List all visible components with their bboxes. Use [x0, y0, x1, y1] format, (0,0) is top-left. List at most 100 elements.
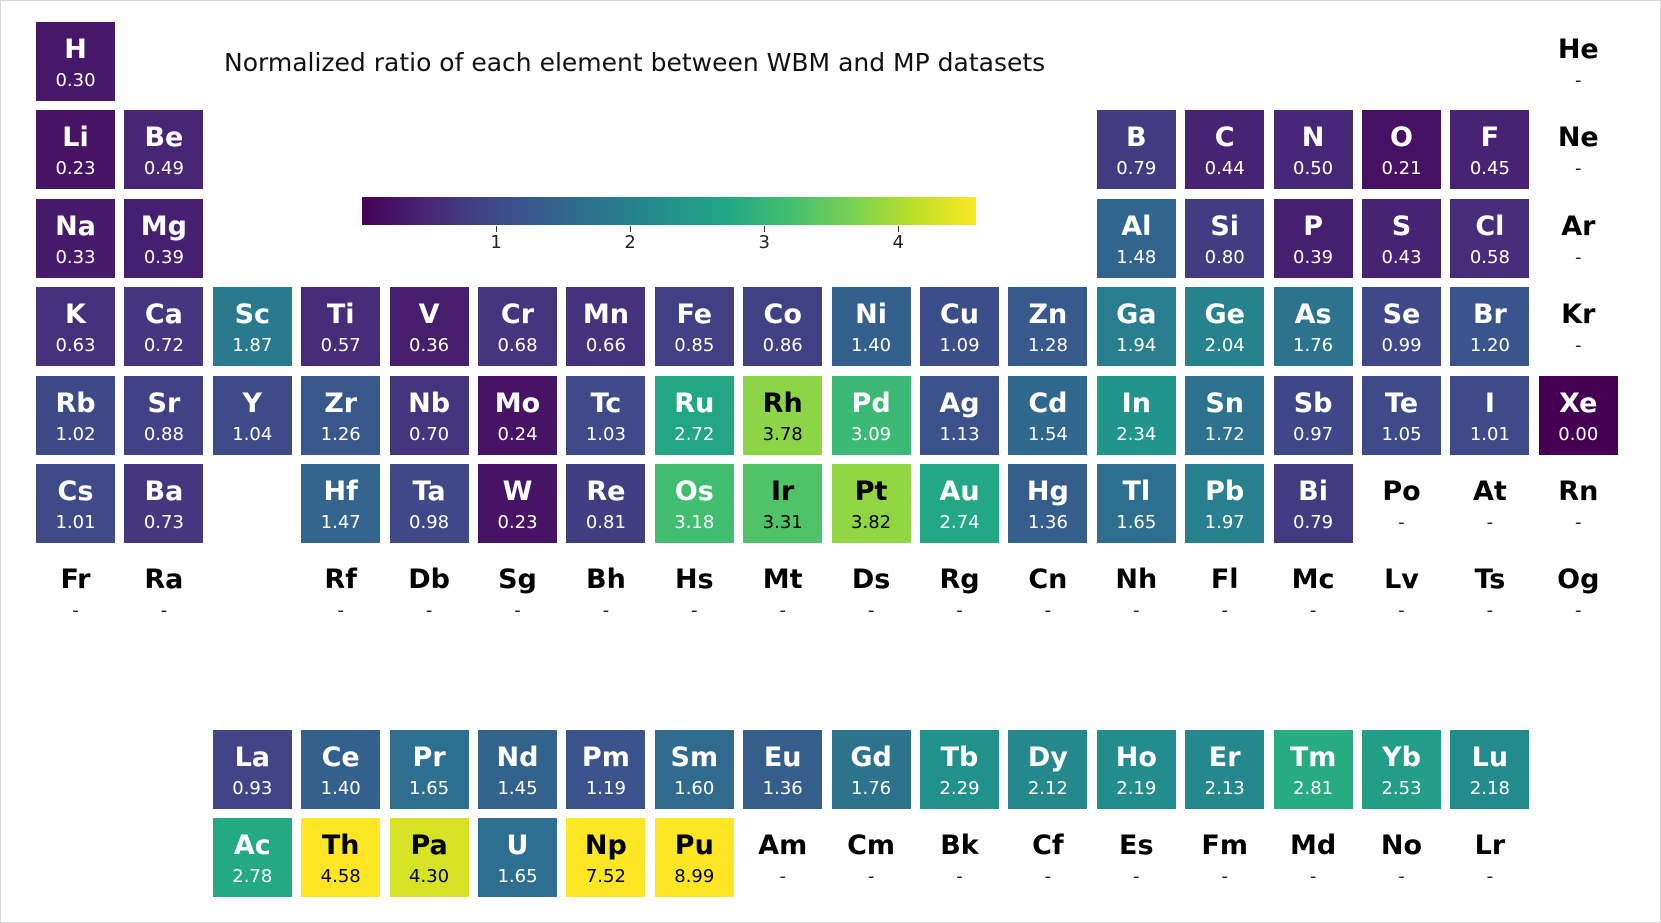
element-tile-te: Te 1.05 — [1362, 375, 1441, 455]
element-symbol: S — [1391, 210, 1412, 242]
element-value: 0.23 — [55, 158, 96, 180]
element-value: - — [1398, 512, 1405, 533]
element-value: 3.18 — [674, 512, 715, 533]
element-tile-tm: Tm 2.81 — [1273, 730, 1353, 809]
element-symbol: Hg — [1026, 476, 1069, 507]
element-value: 2.72 — [674, 423, 715, 445]
element-symbol: Ti — [326, 299, 355, 331]
element-symbol: Pm — [581, 742, 630, 773]
element-symbol: O — [1390, 122, 1413, 154]
element-value: - — [1575, 158, 1582, 180]
element-tile-cm: Cm - — [832, 818, 911, 897]
element-tile-og: Og - — [1539, 552, 1618, 631]
element-tile-fl: Fl - — [1185, 552, 1264, 631]
colorbar-gradient — [362, 197, 976, 225]
element-tile-nh: Nh - — [1097, 552, 1176, 631]
element-tile-se: Se 0.99 — [1362, 287, 1441, 367]
element-value: 2.29 — [939, 778, 980, 799]
element-value: - — [956, 866, 963, 888]
element-tile-co: Co 0.86 — [743, 287, 823, 367]
element-symbol: Sn — [1205, 387, 1245, 419]
element-symbol: Ge — [1204, 299, 1245, 331]
element-tile-fe: Fe 0.85 — [654, 287, 734, 367]
element-tile-fr: Fr - — [36, 552, 115, 631]
element-tile-zn: Zn 1.28 — [1008, 287, 1088, 367]
element-value: 0.30 — [55, 70, 96, 91]
element-value: - — [1575, 512, 1582, 533]
element-tile-tl: Tl 1.65 — [1096, 464, 1176, 543]
element-symbol: Ra — [144, 564, 184, 596]
element-symbol: Mo — [494, 387, 541, 419]
element-value: 1.48 — [1116, 246, 1157, 268]
element-tile-la: La 0.93 — [212, 730, 292, 809]
element-tile-nd: Nd 1.45 — [478, 730, 557, 809]
element-value: - — [602, 600, 610, 622]
element-symbol: Zr — [324, 387, 358, 419]
element-value: 8.99 — [674, 866, 715, 888]
element-tile-si: Si 0.80 — [1185, 198, 1265, 278]
element-symbol: La — [234, 742, 271, 773]
element-tile-am: Am - — [743, 818, 822, 897]
element-symbol: In — [1121, 387, 1151, 419]
element-value: 1.05 — [1381, 423, 1422, 445]
element-symbol: Ds — [851, 564, 891, 596]
element-tile-ti: Ti 0.57 — [301, 287, 381, 367]
element-value: 0.21 — [1381, 158, 1422, 180]
element-value: - — [1398, 866, 1405, 888]
element-tile-as: As 1.76 — [1273, 287, 1353, 367]
element-symbol: Co — [763, 299, 802, 331]
element-tile-mn: Mn 0.66 — [566, 287, 646, 367]
element-value: 0.70 — [409, 423, 450, 445]
element-tile-dy: Dy 2.12 — [1008, 730, 1088, 809]
element-tile-br: Br 1.20 — [1450, 287, 1530, 367]
element-symbol: Ts — [1474, 564, 1506, 596]
element-value: 0.58 — [1469, 246, 1510, 268]
element-symbol: F — [1480, 122, 1500, 154]
element-value: 1.76 — [1293, 335, 1334, 357]
element-symbol: Te — [1384, 387, 1419, 419]
element-value: 1.03 — [585, 423, 626, 445]
element-value: 0.24 — [497, 423, 538, 445]
element-symbol: I — [1484, 387, 1495, 419]
element-tile-mg: Mg 0.39 — [124, 198, 204, 278]
element-tile-es: Es - — [1097, 818, 1176, 897]
element-tile-lv: Lv - — [1362, 552, 1441, 631]
element-tile-md: Md - — [1274, 818, 1353, 897]
element-value: 0.86 — [762, 335, 803, 357]
element-symbol: Er — [1208, 742, 1241, 773]
element-symbol: Ce — [321, 742, 360, 773]
element-value: 1.76 — [851, 778, 892, 799]
element-symbol: Al — [1121, 210, 1152, 242]
element-tile-rg: Rg - — [920, 552, 999, 631]
element-tile-rf: Rf - — [301, 552, 380, 631]
element-value: 1.04 — [232, 423, 273, 445]
element-symbol: Au — [939, 476, 980, 507]
chart-title: Normalized ratio of each element between… — [224, 48, 1046, 77]
element-tile-ce: Ce 1.40 — [301, 730, 381, 809]
element-symbol: Si — [1210, 210, 1240, 242]
element-tile-os: Os 3.18 — [654, 464, 734, 543]
colorbar-ticks: 1 2 3 4 — [362, 226, 976, 256]
element-value: 1.26 — [320, 423, 361, 445]
element-symbol: Pb — [1205, 476, 1245, 507]
element-symbol: He — [1557, 34, 1599, 65]
element-tile-mo: Mo 0.24 — [478, 375, 557, 455]
element-value: 0.81 — [585, 512, 626, 533]
element-value: 0.98 — [409, 512, 450, 533]
element-tile-y: Y 1.04 — [212, 375, 292, 455]
element-tile-ir: Ir 3.31 — [743, 464, 823, 543]
element-symbol: Db — [408, 564, 450, 596]
element-value: - — [1575, 246, 1582, 268]
element-tile-hf: Hf 1.47 — [301, 464, 381, 543]
element-tile-s: S 0.43 — [1362, 198, 1441, 278]
element-value: 1.01 — [55, 512, 96, 533]
colorbar — [362, 197, 976, 225]
element-value: 1.36 — [1027, 512, 1068, 533]
element-value: 0.43 — [1381, 246, 1422, 268]
element-symbol: Ga — [1116, 299, 1157, 331]
element-symbol: Nh — [1115, 564, 1158, 596]
element-value: 3.31 — [762, 512, 803, 533]
element-tile-hg: Hg 1.36 — [1008, 464, 1088, 543]
element-symbol: Pt — [854, 476, 888, 507]
element-tile-pr: Pr 1.65 — [389, 730, 469, 809]
